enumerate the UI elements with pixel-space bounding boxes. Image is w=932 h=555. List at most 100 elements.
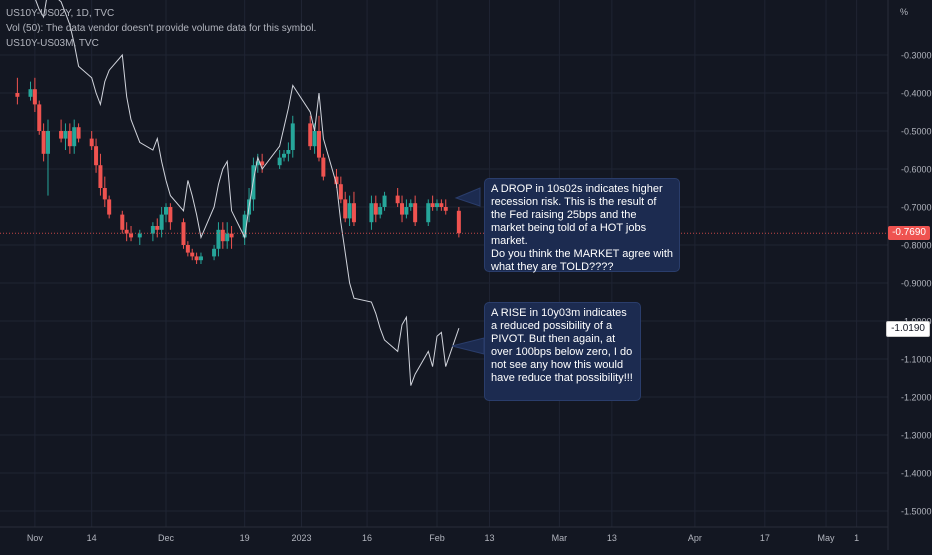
candle — [400, 195, 405, 223]
callout-note-drop[interactable]: A DROP in 10s02s indicates higher recess… — [484, 178, 680, 273]
candle-body — [404, 207, 409, 215]
candle — [439, 199, 444, 211]
candle-body — [395, 195, 400, 204]
candle-body — [76, 127, 81, 139]
time-tick-label: 16 — [362, 533, 372, 543]
candle — [194, 252, 199, 264]
callout-note-rise[interactable]: A RISE in 10y03m indicates a reduced pos… — [484, 302, 641, 401]
last-value-tag-compare: -1.0190 — [886, 321, 930, 338]
candle-body — [32, 89, 37, 105]
candle — [290, 115, 295, 158]
candle — [164, 203, 168, 223]
candle — [67, 123, 72, 154]
callout-pointer-drop — [454, 187, 481, 207]
candle-body — [137, 233, 142, 238]
time-tick-label: 19 — [240, 533, 250, 543]
price-tick-label: -0.8000 — [901, 241, 932, 251]
candle — [28, 81, 33, 101]
time-tick-label: 14 — [87, 533, 97, 543]
candle-body — [41, 131, 46, 154]
time-tick-label: Dec — [158, 533, 175, 543]
candle — [435, 199, 439, 211]
candle-body — [120, 214, 125, 230]
candle — [321, 153, 326, 181]
time-tick-label: 13 — [607, 533, 617, 543]
legend-compare-symbol[interactable]: US10Y-US03M, TVC — [6, 38, 99, 49]
price-tick-label: -1.1000 — [901, 355, 932, 365]
price-tick-label: -0.7000 — [901, 203, 932, 213]
price-tick-label: -1.4000 — [901, 469, 932, 479]
candle-body — [338, 184, 343, 200]
candle-body — [430, 203, 435, 207]
candle — [137, 229, 142, 245]
legend-main-symbol[interactable]: US10Y-US02Y, 1D, TVC — [6, 8, 115, 19]
candle-body — [408, 203, 413, 207]
candle-body — [282, 153, 287, 158]
price-tick-label: -1.3000 — [901, 431, 932, 441]
candle-body — [37, 104, 42, 131]
candle — [229, 226, 234, 249]
candle-body — [378, 207, 383, 215]
candle-body — [456, 210, 461, 234]
candle — [286, 142, 291, 162]
candle — [338, 176, 343, 204]
candle-body — [129, 233, 134, 238]
last-value-tag-main: -0.7690 — [888, 226, 930, 241]
candle — [413, 195, 418, 226]
time-tick-label: May — [818, 533, 836, 543]
candle — [159, 207, 164, 238]
price-tick-label: -0.5000 — [901, 127, 932, 137]
candle-body — [321, 157, 326, 177]
time-axis[interactable]: Nov 14 Dec 19 2023 16 Feb 13 Mar 13 Apr 17 May 1 — [0, 526, 888, 543]
candle — [59, 119, 64, 143]
time-tick-label: 13 — [484, 533, 494, 543]
candle-body — [308, 123, 313, 147]
candle-body — [190, 252, 195, 257]
candle — [41, 123, 46, 162]
candle-body — [334, 176, 339, 185]
candle-body — [212, 248, 217, 257]
candle — [45, 119, 50, 196]
candle-body — [98, 165, 103, 188]
candlestick-series — [15, 77, 461, 264]
price-tick-label: -0.6000 — [901, 165, 932, 175]
candle-body — [347, 203, 352, 219]
candle — [76, 123, 81, 143]
time-tick-label: Mar — [552, 533, 568, 543]
price-tick-label: -0.4000 — [901, 89, 932, 99]
candle — [242, 210, 247, 245]
candle-body — [159, 214, 164, 230]
candle — [426, 199, 431, 226]
candle-body — [426, 203, 431, 223]
candle-body — [225, 233, 230, 242]
candle-body — [107, 199, 112, 215]
candle — [190, 248, 195, 261]
candle-body — [369, 203, 374, 223]
candle — [395, 188, 400, 207]
time-tick-label: Apr — [688, 533, 702, 543]
candle — [378, 203, 383, 219]
candle-body — [198, 256, 203, 261]
price-axis[interactable]: % -0.3000 -0.4000 -0.5000 -0.6000 -0.7000 -0.8… — [887, 0, 932, 550]
candle-body — [72, 127, 77, 147]
candle-body — [382, 195, 387, 207]
candle — [72, 119, 77, 154]
candle — [212, 245, 217, 261]
candle — [404, 199, 409, 219]
candle-body — [290, 123, 295, 150]
candle — [382, 191, 387, 211]
candle — [185, 241, 190, 257]
candle — [63, 123, 68, 150]
candle — [277, 150, 282, 169]
legend-volume[interactable]: Vol (50): The data vendor doesn't provid… — [6, 23, 317, 34]
candle — [120, 210, 125, 234]
candle — [456, 207, 461, 238]
line-series — [35, 0, 460, 386]
candle-body — [435, 203, 439, 207]
candle-body — [216, 229, 221, 249]
time-tick-label: 17 — [760, 533, 770, 543]
callout-pointer-rise — [451, 337, 485, 355]
candle — [89, 131, 94, 150]
